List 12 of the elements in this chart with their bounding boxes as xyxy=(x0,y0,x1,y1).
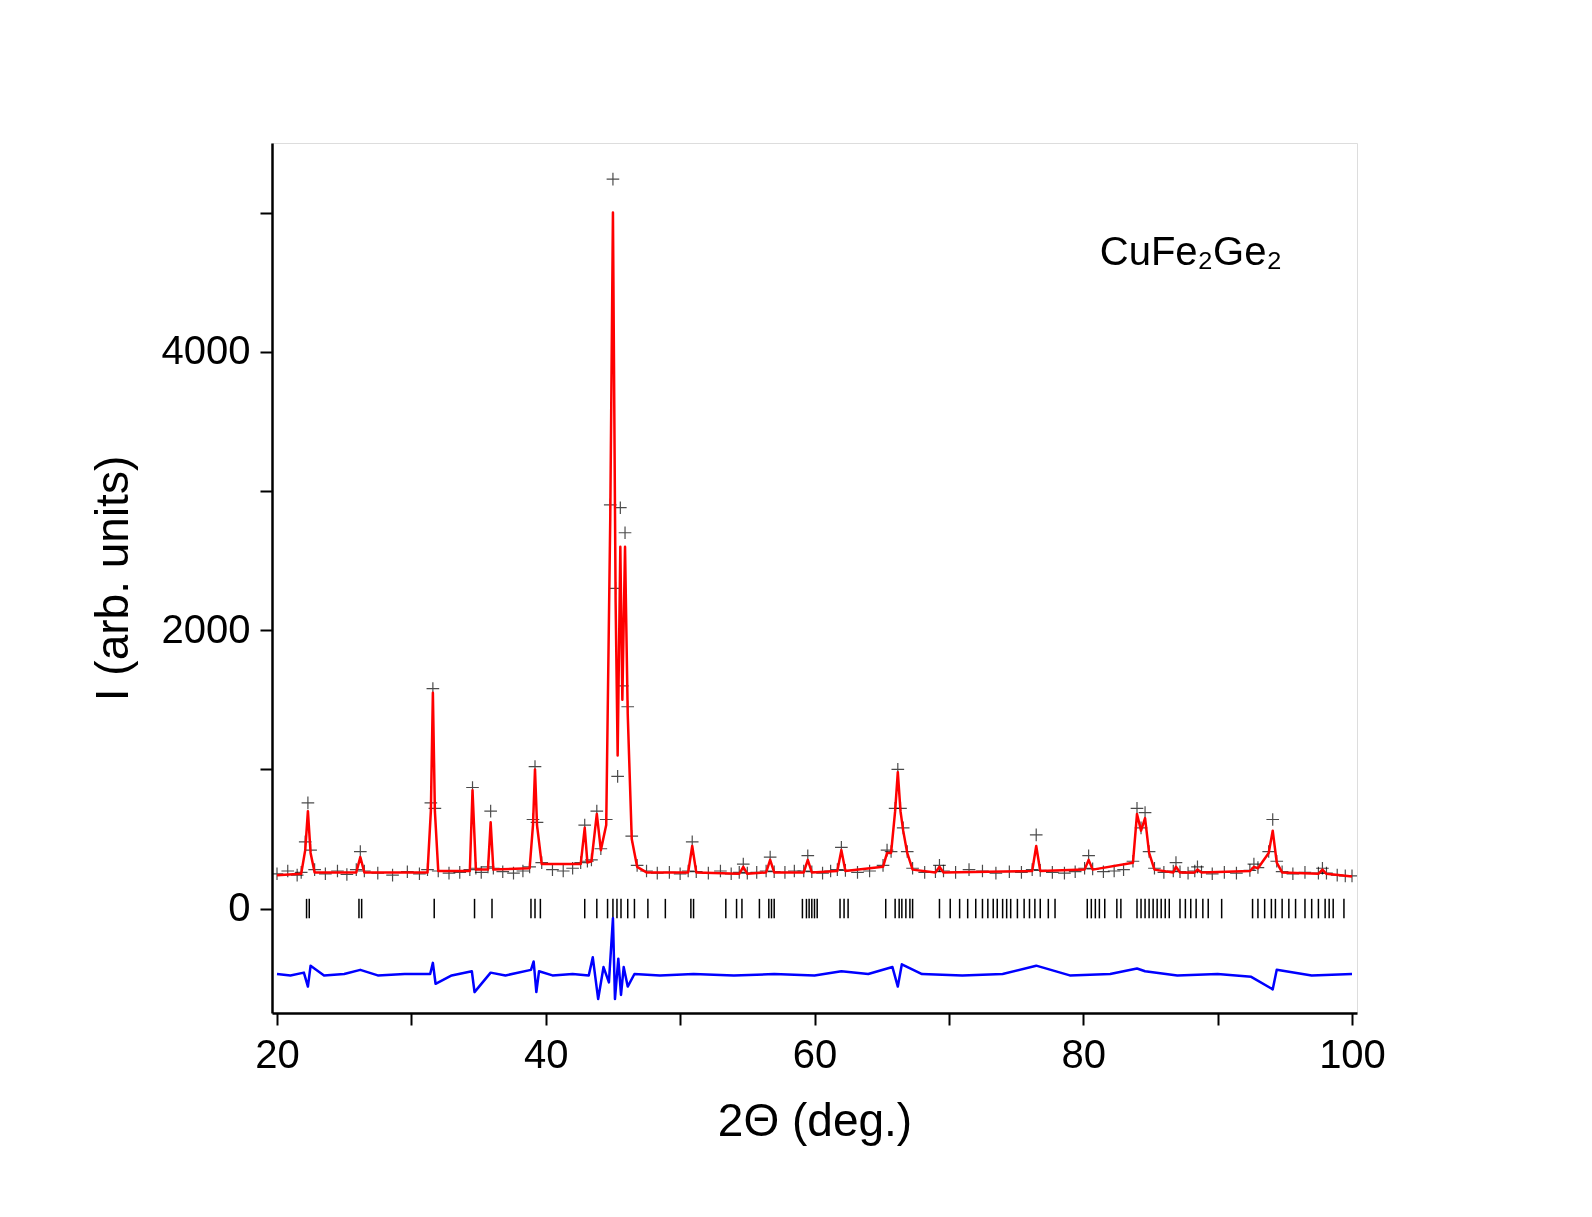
x-tick-label: 60 xyxy=(792,1031,838,1076)
y-tick-label: 4000 xyxy=(161,328,251,373)
y-tick-label: 2000 xyxy=(161,606,251,651)
x-tick-label: 100 xyxy=(1319,1031,1386,1076)
x-tick-label: 40 xyxy=(524,1031,569,1076)
x-tick-label: 80 xyxy=(1061,1031,1106,1076)
x-tick-label: 20 xyxy=(255,1031,300,1076)
y-axis-title: I (arb. units) xyxy=(85,455,138,702)
line-series xyxy=(275,917,1354,1001)
x-axis-title: 2Θ (deg.) xyxy=(717,1093,913,1146)
y-tick-label: 0 xyxy=(228,885,251,930)
annotation: CuFe₂Ge₂ xyxy=(1099,229,1282,273)
